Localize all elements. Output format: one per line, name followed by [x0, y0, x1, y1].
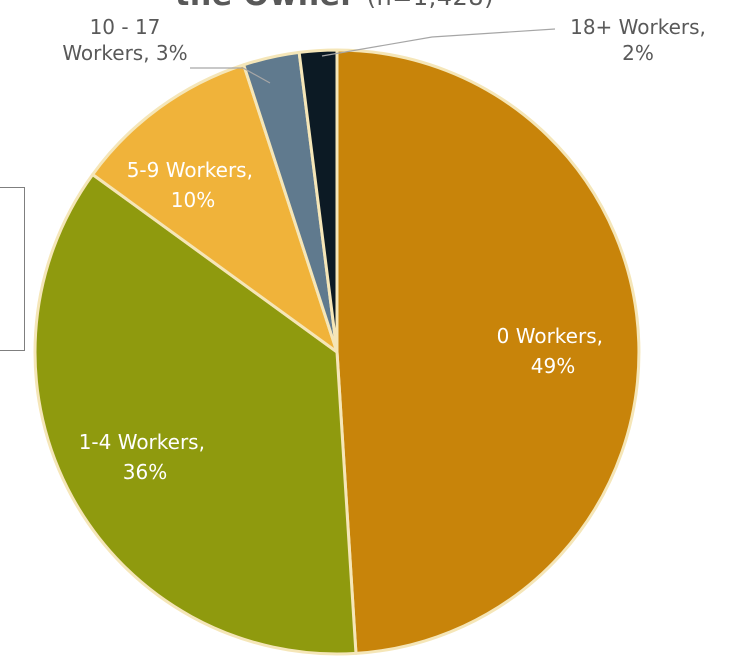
label-0-workers-line1: 0 Workers,	[497, 324, 603, 348]
label-18-plus-workers: 18+ Workers, 2%	[548, 14, 728, 66]
label-1-4-workers: 1-4 Workers, 36%	[79, 430, 212, 484]
chart-subtitle: (n=1,428)	[367, 0, 494, 11]
pie-slice-1-4-workers	[33, 172, 358, 656]
chart-title-text: the Owner	[175, 0, 356, 13]
pie-slice-0-workers	[335, 48, 641, 655]
label-5-9-workers: 5-9 Workers, 10%	[127, 158, 260, 212]
pie-slice-5-9-workers	[91, 63, 339, 354]
label-10-17-workers: 10 - 17 Workers, 3%	[30, 14, 220, 66]
pie-slice-18-workers	[297, 48, 339, 354]
label-5-9-workers-line2: 10%	[171, 188, 215, 212]
pie-slices	[33, 48, 641, 656]
label-18-plus-line1: 18+ Workers,	[570, 15, 706, 39]
label-0-workers: 0 Workers, 49%	[497, 324, 610, 378]
label-18-plus-line2: 2%	[622, 41, 654, 65]
chart-title: the Owner (n=1,428)	[175, 0, 494, 13]
leader-line-10-17	[190, 67, 271, 84]
inside-labels: 0 Workers, 49% 1-4 Workers, 36% 5-9 Work…	[79, 158, 610, 484]
label-5-9-workers-line1: 5-9 Workers,	[127, 158, 253, 182]
label-1-4-workers-line1: 1-4 Workers,	[79, 430, 205, 454]
label-10-17-line2: Workers, 3%	[62, 41, 188, 65]
leader-line-18-plus	[321, 28, 556, 57]
label-10-17-line1: 10 - 17	[89, 15, 161, 39]
legend-box-fragment	[0, 187, 25, 351]
label-1-4-workers-line2: 36%	[123, 460, 167, 484]
leader-lines	[190, 28, 556, 84]
label-0-workers-line2: 49%	[531, 354, 575, 378]
